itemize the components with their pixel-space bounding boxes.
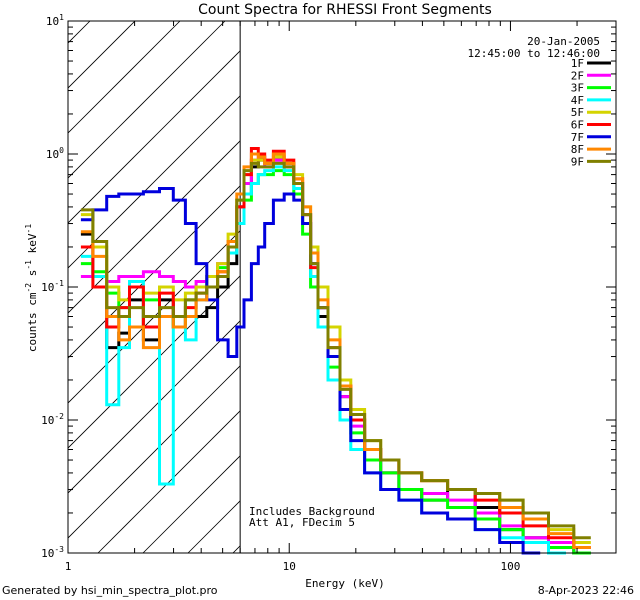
hatch-line <box>278 21 640 553</box>
x-axis-label: Energy (keV) <box>305 577 384 590</box>
x-tick-label: 1 <box>65 560 72 573</box>
y-tick-exp: -3 <box>54 545 64 554</box>
y-tick-exp: 1 <box>59 13 64 22</box>
hatch-line <box>68 365 241 539</box>
chart-title: Count Spectra for RHESSI Front Segments <box>198 2 492 18</box>
y-label-exp: -1 <box>24 224 33 234</box>
series-line-4F <box>80 165 566 555</box>
series-layer <box>80 147 591 555</box>
legend-header-line: 20-Jan-2005 <box>527 35 600 48</box>
y-tick-exp: -2 <box>54 412 64 421</box>
legend-label-5F: 5F <box>571 106 584 119</box>
y-tick-exp: 0 <box>59 146 64 155</box>
series-line-8F <box>80 152 591 549</box>
series-line-9F <box>80 161 591 540</box>
y-tick-base: 10 <box>41 547 54 560</box>
series-line-7F <box>80 187 541 555</box>
hatch-line <box>97 410 241 553</box>
hatch-line <box>68 320 241 494</box>
y-tick-base: 10 <box>46 148 59 161</box>
y-tick-label: 10-2 <box>41 412 64 427</box>
y-label-part: keV <box>26 233 39 260</box>
legend-label-3F: 3F <box>571 82 584 95</box>
hatch-line <box>142 455 241 553</box>
legend-label-4F: 4F <box>571 94 584 107</box>
y-tick-base: 10 <box>41 281 54 294</box>
legend-label-9F: 9F <box>571 155 584 168</box>
y-tick-base: 10 <box>41 414 54 427</box>
series-line-3F <box>80 169 591 555</box>
annotation-text: Att A1, FDecim 5 <box>249 516 355 529</box>
hatch-line <box>68 95 241 269</box>
legend-label-7F: 7F <box>571 131 584 144</box>
x-tick-label: 10 <box>283 560 296 573</box>
legend-label-6F: 6F <box>571 119 584 132</box>
hatch-line <box>68 50 241 224</box>
hatch-line <box>0 21 45 553</box>
hatch-line <box>68 21 226 179</box>
y-label-exp: -1 <box>24 260 33 270</box>
y-tick-label: 10-1 <box>41 279 64 294</box>
plot-frame <box>67 20 617 554</box>
y-tick-label: 10-3 <box>41 545 64 560</box>
generated-by-text: Generated by hsi_min_spectra_plot.pro <box>2 584 218 597</box>
y-label-exp: -2 <box>24 283 33 293</box>
series-line-5F <box>80 155 591 544</box>
y-tick-label: 101 <box>46 13 64 28</box>
hatch-line <box>68 21 181 134</box>
legend-header-line: 12:45:00 to 12:46:00 <box>468 47 600 60</box>
y-tick-exp: -1 <box>54 279 64 288</box>
annotation-text: Includes Background <box>249 505 375 518</box>
y-label-part: counts cm <box>26 292 39 352</box>
y-tick-label: 100 <box>46 146 64 161</box>
legend-label-8F: 8F <box>571 143 584 156</box>
y-label-part: s <box>26 270 39 283</box>
legend-label-2F: 2F <box>571 69 584 82</box>
y-axis-label: counts cm-2 s-1 keV-1 <box>24 224 39 352</box>
legend-label-1F: 1F <box>571 57 584 70</box>
y-tick-base: 10 <box>46 15 59 28</box>
generated-timestamp: 8-Apr-2023 22:46 <box>537 584 634 597</box>
x-tick-label: 100 <box>501 560 521 573</box>
